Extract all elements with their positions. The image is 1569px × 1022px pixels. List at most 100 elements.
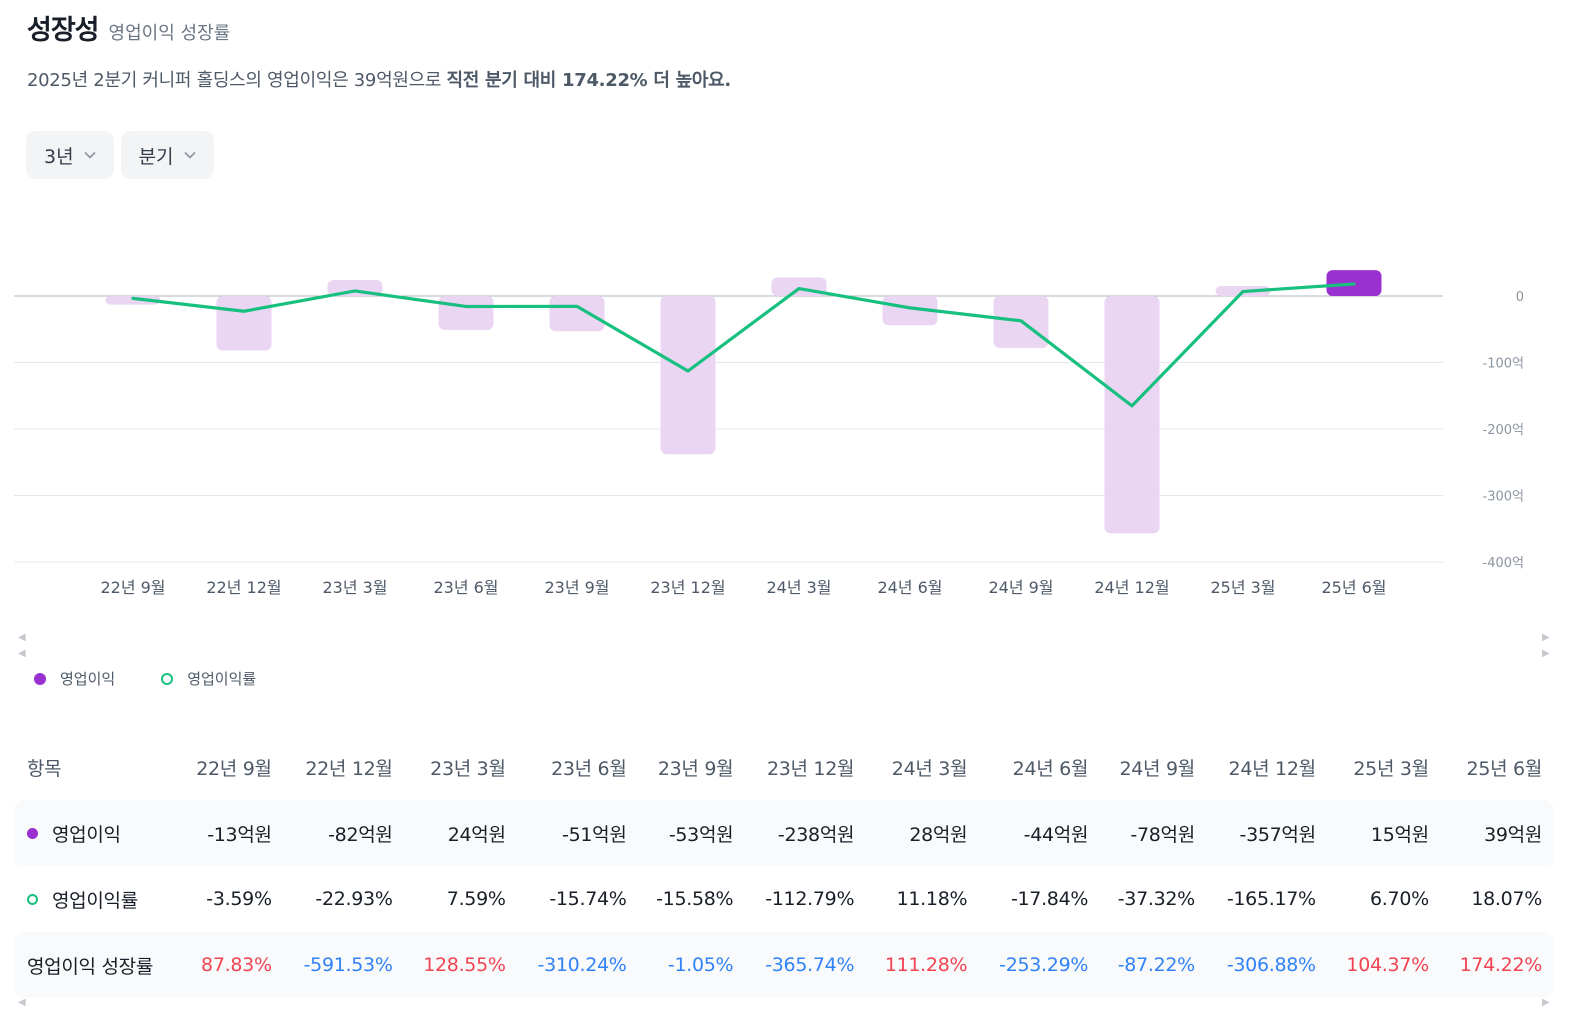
table-cell: -306.88% (1206, 932, 1328, 998)
operating-profit-bar (216, 296, 272, 351)
interval-dropdown-label: 분기 (138, 145, 174, 168)
table-cell: -53억원 (638, 800, 746, 866)
x-tick-label: 25년 6월 (1321, 578, 1386, 597)
table-cell: 174.22% (1440, 932, 1554, 998)
row-label: 영업이익 (14, 800, 179, 866)
table-cell: 28억원 (866, 800, 980, 866)
table-cell: -78억원 (1100, 800, 1207, 866)
table-cell: -253.29% (979, 932, 1101, 998)
table-col-header: 23년 9월 (657, 757, 734, 780)
chart-legend: 영업이익 영업이익률 (34, 668, 302, 689)
x-tick-label: 22년 12월 (206, 578, 281, 597)
scroll-right-arrow-icon[interactable]: ▶ (1542, 997, 1550, 1008)
operating-profit-bar (660, 296, 716, 455)
table-cell: -310.24% (517, 932, 639, 998)
table-row-growth-rate: 영업이익 성장률 87.83% -591.53% 128.55% -310.24… (14, 932, 1554, 998)
ring-dot-icon (27, 893, 38, 905)
table-cell: -1.05% (638, 932, 746, 998)
table-cell: 24억원 (404, 800, 518, 866)
chart-grid (14, 295, 1443, 563)
operating-profit-bar (438, 296, 494, 330)
table-header-row: 항목 22년 9월 22년 12월 23년 3월 23년 6월 23년 9월 2… (14, 734, 1554, 800)
table-cell: -365.74% (745, 932, 867, 998)
data-table: 항목 22년 9월 22년 12월 23년 3월 23년 6월 23년 9월 2… (14, 734, 1554, 998)
scroll-left-arrow-icon[interactable]: ◀ (18, 997, 26, 1008)
table-col-header: 23년 6월 (551, 757, 627, 780)
x-tick-label: 24년 12월 (1094, 578, 1169, 597)
y-tick-label: -400억 (1483, 556, 1524, 571)
interval-dropdown[interactable]: 분기 (120, 131, 214, 179)
scroll-left-arrow-icon[interactable]: ◀ (18, 632, 26, 643)
section-title: 성장성 (27, 15, 100, 46)
table-cell: -15.74% (549, 888, 627, 910)
chart-labels: 0 -100억 -200억 -300억 -400억 22년 9월 22년 12월 23년 3월… (100, 290, 1524, 597)
table-cell: -17.84% (1010, 888, 1089, 910)
table-col-header: 25년 6월 (1466, 757, 1543, 780)
x-tick-label: 24년 3월 (766, 578, 831, 597)
operating-margin-line (131, 282, 1356, 408)
table-cell: 104.37% (1327, 932, 1441, 998)
table-cell: -238억원 (745, 800, 867, 866)
y-tick-label: 0 (1516, 290, 1524, 305)
x-tick-label: 23년 9월 (544, 578, 609, 597)
table-cell: -591.53% (283, 932, 405, 998)
table-cell: 111.28% (866, 932, 980, 998)
table-col-header: 24년 3월 (891, 757, 968, 780)
chevron-down-icon (183, 151, 196, 159)
ring-dot-icon (161, 672, 174, 685)
legend-bar-label: 영업이익 (60, 670, 116, 688)
chart-bars (105, 270, 1382, 534)
x-tick-label: 22년 9월 (100, 578, 165, 597)
table-cell: -357억원 (1206, 800, 1328, 866)
scroll-left-arrow-icon[interactable]: ◀ (18, 648, 26, 659)
x-tick-label: 23년 12월 (650, 578, 725, 597)
table-row-operating-margin: 영업이익률 -3.59% -22.93% 7.59% -15.74% -15.5… (14, 866, 1554, 932)
filled-dot-icon (34, 672, 46, 685)
legend-line-label: 영업이익률 (187, 670, 257, 688)
table-cell: 7.59% (446, 888, 506, 910)
row-label-text: 영업이익 성장률 (27, 955, 154, 978)
table-cell: -44억원 (979, 800, 1101, 866)
table-cell: -3.59% (206, 888, 272, 910)
table-cell: -87.22% (1100, 932, 1207, 998)
table-cell: 128.55% (404, 932, 518, 998)
x-tick-label: 23년 3월 (322, 578, 387, 597)
table-cell: -15.58% (656, 888, 734, 910)
chart-line (131, 282, 1356, 408)
table-col-header: 23년 3월 (430, 757, 506, 780)
summary-highlight: 직전 분기 대비 174.22% 더 높아요. (446, 70, 732, 91)
operating-profit-bar (105, 296, 161, 305)
table-col-header: 24년 9월 (1119, 757, 1195, 780)
period-dropdown[interactable]: 3년 (26, 131, 114, 179)
table-cell: 39억원 (1440, 800, 1554, 866)
operating-profit-bar (549, 296, 605, 332)
table-row-operating-profit: 영업이익 -13억원 -82억원 24억원 -51억원 -53억원 -238억원… (14, 800, 1554, 866)
filter-bar: 3년 분기 (26, 131, 214, 179)
legend-item-bar: 영업이익 (34, 668, 115, 689)
operating-profit-chart: 0 -100억 -200억 -300억 -400억 22년 9월 22년 12월 23년 3월… (14, 270, 1524, 597)
x-tick-label: 25년 3월 (1210, 578, 1275, 597)
table-col-header: 24년 6월 (1012, 757, 1089, 780)
legend-item-line: 영업이익률 (161, 668, 256, 689)
table-cell: 6.70% (1370, 888, 1429, 910)
x-tick-label: 23년 6월 (433, 578, 498, 597)
row-label: 영업이익 성장률 (14, 932, 179, 998)
section-subtitle: 영업이익 성장률 (108, 23, 231, 44)
table-cell: 11.18% (896, 888, 968, 910)
table-col-header: 24년 12월 (1228, 757, 1317, 780)
x-tick-label: 24년 6월 (877, 578, 942, 597)
scroll-right-arrow-icon[interactable]: ▶ (1542, 648, 1550, 659)
section-header: 성장성 영업이익 성장률 (27, 8, 230, 47)
table-cell: -13억원 (179, 800, 284, 866)
scroll-right-arrow-icon[interactable]: ▶ (1542, 632, 1550, 643)
row-label-text: 영업이익률 (52, 889, 138, 912)
operating-profit-bar (882, 296, 938, 326)
table-cell: 87.83% (179, 932, 284, 998)
y-tick-label: -200억 (1483, 423, 1524, 438)
table-col-header: 22년 12월 (305, 757, 393, 780)
summary-text: 2025년 2분기 커니퍼 홀딩스의 영업이익은 39억원으로 직전 분기 대비… (27, 66, 731, 92)
chevron-down-icon (84, 151, 96, 159)
y-tick-label: -300억 (1483, 490, 1524, 505)
table-cell: -51억원 (517, 800, 639, 866)
table-cell: 15억원 (1327, 800, 1441, 866)
